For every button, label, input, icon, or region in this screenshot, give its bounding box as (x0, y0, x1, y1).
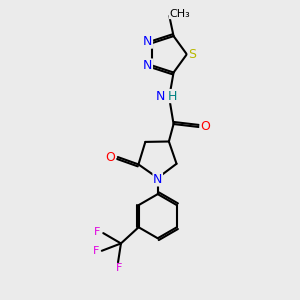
Text: F: F (116, 263, 123, 274)
Text: O: O (200, 120, 210, 133)
Text: S: S (188, 48, 196, 61)
Text: N: N (156, 90, 166, 103)
Text: H: H (168, 90, 177, 103)
Text: N: N (143, 35, 152, 48)
Text: O: O (106, 151, 116, 164)
Text: N: N (153, 173, 162, 186)
Text: N: N (143, 59, 152, 72)
Text: F: F (93, 246, 99, 256)
Text: CH₃: CH₃ (169, 9, 190, 19)
Text: F: F (94, 227, 101, 237)
